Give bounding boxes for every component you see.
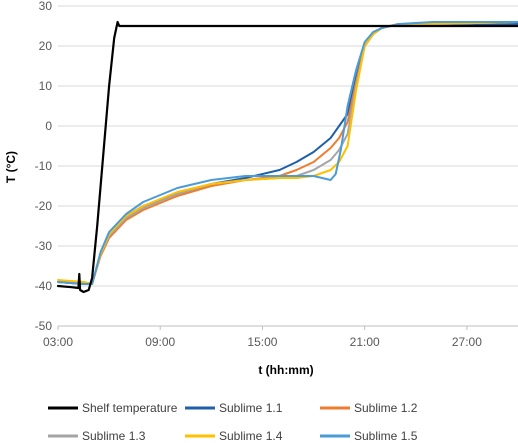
- y-tick-label: 20: [39, 39, 53, 53]
- legend-label: Sublime 1.3: [82, 429, 146, 443]
- series-line-sublime-1-4: [57, 21, 518, 285]
- legend-label: Sublime 1.5: [354, 429, 418, 443]
- y-tick-label: 0: [45, 119, 52, 133]
- x-tick-label: 21:00: [350, 335, 380, 349]
- y-tick-label: -50: [35, 319, 53, 333]
- series-line-sublime-1-2: [57, 21, 518, 285]
- series-line-sublime-1-3: [57, 21, 518, 285]
- series-line-sublime-1-1: [57, 23, 518, 285]
- y-tick-label: 10: [39, 79, 53, 93]
- legend-label: Sublime 1.1: [219, 401, 283, 415]
- y-tick-label: -30: [35, 239, 53, 253]
- y-tick-label: -10: [35, 159, 53, 173]
- axes: -50 -40 -30 -20 -10 0 10 20 30 03:00 09:00 15:00 21:…: [35, 0, 518, 349]
- legend: Shelf temperature Sublime 1.1 Sublime 1.2 S…: [48, 401, 418, 443]
- legend-label: Sublime 1.2: [354, 401, 418, 415]
- series-line-sublime-1-5: [57, 21, 518, 285]
- x-tick-label: 27:00: [452, 335, 482, 349]
- legend-label: Shelf temperature: [82, 401, 178, 415]
- x-tick-label: 03:00: [43, 335, 73, 349]
- legend-label: Sublime 1.4: [219, 429, 283, 443]
- y-tick-label: -40: [35, 279, 53, 293]
- x-axis-title: t (hh:mm): [258, 363, 313, 377]
- y-axis-title: T (°C): [4, 151, 18, 183]
- x-tick-label: 09:00: [145, 335, 175, 349]
- series-line-shelf-temperature: [56, 20, 518, 294]
- y-tick-label: -20: [35, 199, 53, 213]
- series-lines: [56, 20, 518, 294]
- x-tick-label: 15:00: [247, 335, 277, 349]
- y-tick-label: 30: [39, 0, 53, 13]
